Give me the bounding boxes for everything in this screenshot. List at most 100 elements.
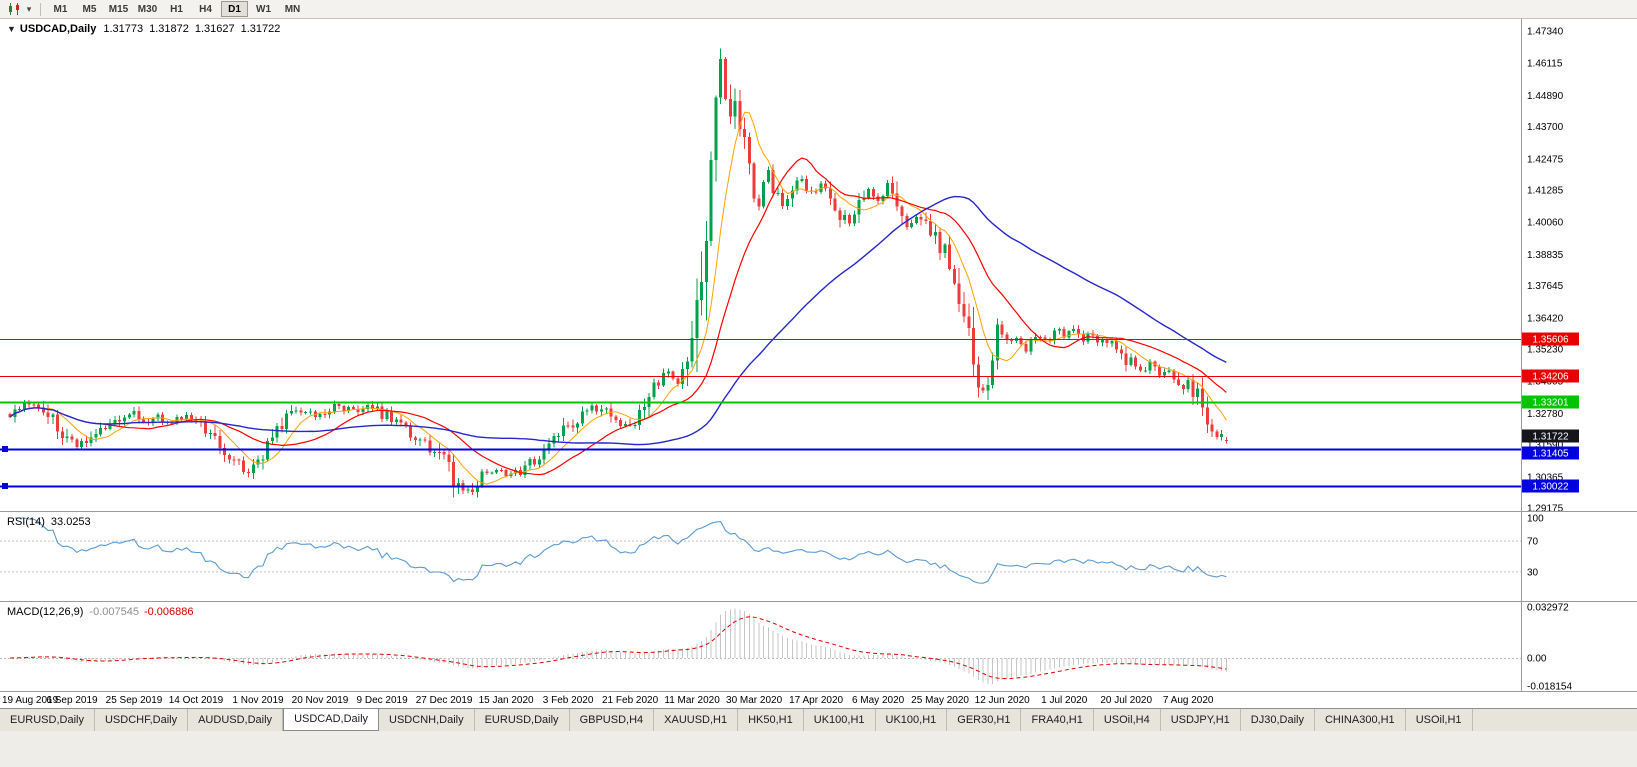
moving-average-8: [9, 111, 1227, 485]
chart-tab-usdcad-daily[interactable]: USDCAD,Daily: [283, 709, 380, 731]
svg-text:1.40060: 1.40060: [1527, 218, 1564, 229]
svg-text:100: 100: [1527, 514, 1544, 525]
chart-type-icon[interactable]: [5, 1, 23, 17]
svg-text:1.36420: 1.36420: [1527, 313, 1564, 324]
symbol-period-label: USDCAD,Daily: [19, 23, 97, 35]
svg-text:12 Jun 2020: 12 Jun 2020: [975, 695, 1030, 706]
rsi-line: [14, 517, 1227, 584]
price-badge: 1.31405: [1522, 446, 1579, 460]
timeframe-button-m5[interactable]: M5: [82, 4, 97, 15]
chart-tab-hk50-h1[interactable]: HK50,H1: [738, 709, 804, 731]
chart-tab-dj30-daily[interactable]: DJ30,Daily: [1241, 709, 1315, 731]
timeframe-button-d1[interactable]: D1: [221, 1, 248, 17]
chart-tab-eurusd-daily[interactable]: EURUSD,Daily: [475, 709, 570, 731]
svg-text:25 May 2020: 25 May 2020: [911, 695, 969, 706]
svg-text:1.33201: 1.33201: [1532, 398, 1569, 409]
chart-tab-usdjpy-h1[interactable]: USDJPY,H1: [1161, 709, 1241, 731]
moving-average-20: [9, 157, 1227, 476]
svg-text:0.00: 0.00: [1527, 654, 1547, 665]
svg-text:1.42475: 1.42475: [1527, 154, 1564, 165]
ohlc-close: 1.31722: [240, 23, 281, 35]
svg-text:1.35606: 1.35606: [1532, 335, 1569, 346]
chart-tab-bar: EURUSD,Daily USDCHF,Daily AUDUSD,Daily USDC…: [0, 708, 1637, 731]
svg-text:70: 70: [1527, 537, 1539, 548]
svg-text:1.29175: 1.29175: [1527, 504, 1564, 515]
timeframe-button-h1[interactable]: H1: [170, 4, 183, 15]
svg-text:1.46115: 1.46115: [1527, 59, 1563, 70]
svg-text:1.32780: 1.32780: [1527, 409, 1564, 420]
svg-text:30: 30: [1527, 567, 1539, 578]
chevron-down-icon[interactable]: ▾: [26, 3, 32, 14]
svg-text:-0.018154: -0.018154: [1527, 682, 1572, 693]
svg-text:19 Aug 2019: 19 Aug 2019: [2, 695, 59, 706]
chart-tab-eurusd-daily[interactable]: EURUSD,Daily: [0, 709, 95, 731]
svg-text:1.31590: 1.31590: [1527, 440, 1564, 451]
price-badge: 1.33201: [1522, 395, 1579, 409]
timeframe-button-m15[interactable]: M15: [108, 4, 129, 15]
chart-tab-usoil-h1[interactable]: USOil,H1: [1406, 709, 1473, 731]
chart-tab-gbpusd-h4[interactable]: GBPUSD,H4: [570, 709, 655, 731]
toolbar-separator: [40, 2, 41, 16]
svg-text:6 Sep 2019: 6 Sep 2019: [46, 695, 98, 706]
macd-signal-line: [9, 616, 1227, 680]
timeframe-button-group: M1 M5 M15 M30 H1 H4 D1 W1 MN: [46, 1, 307, 17]
svg-text:25 Sep 2019: 25 Sep 2019: [106, 695, 163, 706]
svg-text:1.41285: 1.41285: [1527, 186, 1564, 197]
timeframe-button-m1[interactable]: M1: [53, 4, 68, 15]
svg-text:1.34206: 1.34206: [1532, 372, 1569, 383]
rsi-name: RSI(14): [7, 516, 45, 528]
timeframe-button-m30[interactable]: M30: [137, 4, 158, 15]
pane-separators[interactable]: [0, 19, 1637, 692]
line-handle[interactable]: [2, 446, 8, 452]
chart-tab-usoil-h4[interactable]: USOil,H4: [1094, 709, 1161, 731]
timeframe-button-mn[interactable]: MN: [284, 4, 301, 15]
svg-text:1.43700: 1.43700: [1527, 122, 1564, 133]
svg-text:21 Feb 2020: 21 Feb 2020: [602, 695, 659, 706]
macd-indicator-label: MACD(12,26,9) -0.007545 -0.006886: [7, 606, 194, 618]
price-badge: 1.31722: [1522, 429, 1579, 443]
svg-text:9 Dec 2019: 9 Dec 2019: [357, 695, 409, 706]
chart-tab-uk100-h1[interactable]: UK100,H1: [876, 709, 948, 731]
svg-text:1.37645: 1.37645: [1527, 281, 1564, 292]
chart-tab-ger30-h1[interactable]: GER30,H1: [947, 709, 1022, 731]
svg-text:1 Nov 2019: 1 Nov 2019: [232, 695, 284, 706]
rsi-value: 33.0253: [50, 516, 91, 528]
price-badge: 1.30022: [1522, 479, 1579, 493]
svg-text:1.30022: 1.30022: [1532, 482, 1569, 493]
line-handle[interactable]: [2, 483, 8, 489]
ohlc-open: 1.31773: [103, 23, 144, 35]
chart-tab-china300-h1[interactable]: CHINA300,H1: [1315, 709, 1406, 731]
price-badge: 1.35606: [1522, 332, 1579, 346]
moving-average-55: [9, 195, 1227, 446]
timeframe-button-w1[interactable]: W1: [256, 4, 271, 15]
svg-text:1.47340: 1.47340: [1527, 27, 1564, 38]
svg-text:1.31405: 1.31405: [1532, 449, 1569, 460]
symbol-dropdown-icon[interactable]: ▼: [7, 24, 16, 34]
svg-text:3 Feb 2020: 3 Feb 2020: [543, 695, 594, 706]
svg-text:1.44890: 1.44890: [1527, 91, 1564, 102]
chart-tab-uk100-h1[interactable]: UK100,H1: [804, 709, 876, 731]
macd-histogram: [19, 608, 1227, 685]
svg-text:11 Mar 2020: 11 Mar 2020: [664, 695, 720, 706]
chart-tab-bar-area: EURUSD,Daily USDCHF,Daily AUDUSD,Daily USDC…: [0, 708, 1637, 767]
rsi-indicator-label: RSI(14) 33.0253: [7, 516, 91, 528]
svg-text:20 Jul 2020: 20 Jul 2020: [1100, 695, 1152, 706]
svg-text:30 Mar 2020: 30 Mar 2020: [726, 695, 783, 706]
chart-title: ▼ USDCAD,Daily 1.31773 1.31872 1.31627 1.3172…: [7, 23, 286, 35]
chart-tab-usdcnh-daily[interactable]: USDCNH,Daily: [379, 709, 475, 731]
ohlc-high: 1.31872: [149, 23, 189, 35]
chart-tab-audusd-daily[interactable]: AUDUSD,Daily: [188, 709, 284, 731]
svg-text:1 Jul 2020: 1 Jul 2020: [1041, 695, 1088, 706]
svg-text:14 Oct 2019: 14 Oct 2019: [169, 695, 224, 706]
svg-text:1.30365: 1.30365: [1527, 472, 1564, 483]
toolbar: ▾ M1 M5 M15 M30 H1 H4 D1 W1 MN: [0, 0, 1637, 19]
ohlc-low: 1.31627: [194, 23, 235, 35]
price-axis[interactable]: 1.47340 1.46115 1.44890 1.43700 1.42475 1.412…: [1527, 27, 1572, 693]
chart-tab-usdchf-daily[interactable]: USDCHF,Daily: [95, 709, 189, 731]
timeframe-button-h4[interactable]: H4: [199, 4, 212, 15]
chart-tab-xauusd-h1[interactable]: XAUUSD,H1: [654, 709, 739, 731]
chart-tab-fra40-h1[interactable]: FRA40,H1: [1021, 709, 1094, 731]
